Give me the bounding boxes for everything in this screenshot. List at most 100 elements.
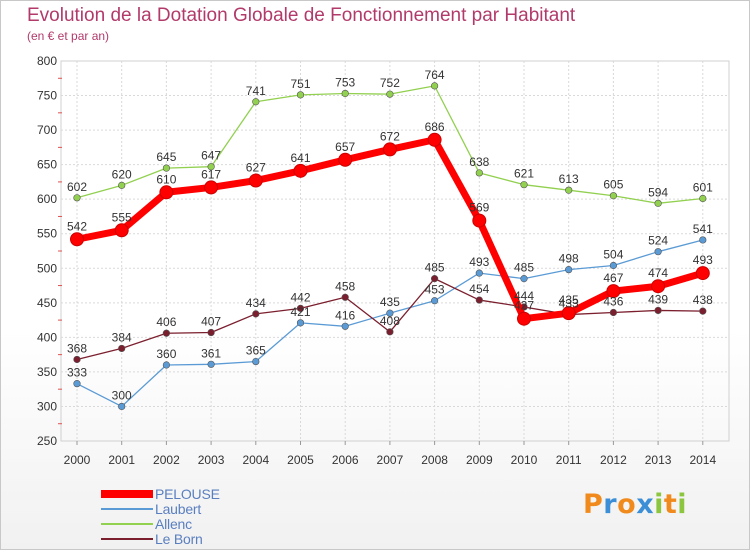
data-label-laubert: 435 (380, 295, 400, 309)
data-label-laubert: 453 (425, 283, 445, 297)
data-label-allenc: 753 (335, 75, 355, 89)
data-point-le-born (475, 296, 483, 304)
data-point-pelouse (382, 142, 397, 157)
data-point-laubert (207, 360, 215, 368)
data-point-laubert (475, 269, 483, 277)
data-point-pelouse (651, 279, 666, 294)
data-point-laubert (699, 236, 707, 244)
data-label-pelouse: 555 (112, 210, 132, 224)
data-label-pelouse: 474 (648, 266, 668, 280)
data-point-laubert (520, 275, 528, 283)
data-label-pelouse: 542 (67, 219, 87, 233)
logo-letter: P (583, 489, 604, 520)
data-point-le-born (207, 328, 215, 337)
data-label-allenc: 620 (112, 167, 132, 181)
data-label-allenc: 741 (246, 84, 266, 98)
data-point-pelouse (472, 213, 487, 228)
series-pelouse (70, 132, 710, 326)
y-tick-label: 400 (37, 330, 57, 344)
y-tick-label: 450 (37, 296, 57, 310)
data-point-allenc (565, 186, 573, 194)
data-label-le-born: 384 (112, 330, 132, 344)
data-label-allenc: 621 (514, 167, 534, 181)
data-point-laubert (341, 322, 349, 330)
data-label-laubert: 360 (156, 347, 176, 361)
data-label-pelouse: 569 (469, 201, 489, 215)
y-tick-label: 500 (37, 261, 57, 275)
x-tick-label: 2008 (421, 453, 448, 467)
data-label-le-born: 444 (514, 289, 534, 303)
data-point-pelouse (70, 232, 84, 247)
x-tick-label: 2012 (600, 453, 627, 467)
data-label-pelouse: 427 (514, 299, 534, 313)
x-tick-label: 2006 (332, 453, 359, 467)
data-label-le-born: 439 (648, 292, 668, 306)
data-point-allenc (699, 194, 707, 203)
series-laubert (73, 236, 707, 411)
logo-letter: o (617, 489, 637, 520)
data-point-laubert (252, 357, 260, 366)
data-point-pelouse (338, 152, 353, 167)
data-label-allenc: 647 (201, 149, 221, 163)
proxiti-logo: Proxiti (583, 489, 687, 520)
data-label-pelouse: 627 (246, 161, 266, 175)
data-label-allenc: 594 (648, 185, 668, 199)
data-label-allenc: 764 (425, 68, 445, 82)
y-tick-label: 800 (37, 54, 57, 68)
data-label-allenc: 645 (156, 150, 176, 164)
data-point-allenc (431, 82, 439, 90)
x-tick-label: 2014 (689, 453, 716, 467)
data-point-le-born (341, 293, 349, 301)
data-label-pelouse: 686 (425, 120, 445, 134)
data-point-laubert (565, 266, 573, 274)
data-label-pelouse: 435 (559, 293, 579, 307)
data-point-le-born (162, 329, 170, 337)
data-label-allenc: 638 (469, 155, 489, 169)
data-label-laubert: 333 (67, 366, 87, 380)
y-tick-label: 700 (37, 123, 57, 137)
x-tick-label: 2003 (198, 453, 225, 467)
data-point-allenc (475, 169, 483, 177)
y-tick-label: 300 (37, 399, 57, 413)
data-point-le-born (73, 355, 81, 364)
data-point-laubert (296, 319, 305, 327)
data-point-allenc (73, 194, 81, 202)
x-tick-label: 2013 (645, 453, 672, 467)
x-tick-label: 2000 (64, 453, 91, 467)
data-label-allenc: 605 (603, 178, 623, 192)
data-label-le-born: 368 (67, 341, 87, 355)
y-tick-label: 650 (37, 158, 57, 172)
data-label-laubert: 421 (290, 305, 310, 319)
data-point-le-born (118, 344, 126, 353)
data-point-allenc (296, 91, 305, 99)
data-point-laubert (431, 297, 439, 305)
legend-swatch-laubert (101, 508, 153, 510)
data-label-le-born: 408 (380, 314, 400, 328)
data-label-laubert: 416 (335, 308, 355, 322)
data-label-laubert: 504 (603, 248, 623, 262)
data-point-allenc (207, 163, 215, 171)
legend-swatch-le-born (101, 538, 153, 540)
data-label-allenc: 601 (693, 180, 713, 194)
data-label-le-born: 442 (290, 290, 310, 304)
data-point-pelouse (517, 311, 531, 326)
y-tick-label: 250 (37, 434, 57, 448)
data-label-pelouse: 641 (290, 151, 310, 165)
data-point-pelouse (695, 266, 710, 281)
data-point-laubert (73, 380, 81, 388)
data-label-pelouse: 467 (603, 271, 623, 285)
legend-swatch-pelouse (101, 490, 153, 498)
data-point-pelouse (204, 180, 219, 195)
x-tick-label: 2010 (511, 453, 538, 467)
data-label-le-born: 454 (469, 282, 489, 296)
data-point-pelouse (293, 163, 308, 178)
data-point-pelouse (561, 306, 576, 321)
logo-letter: r (603, 489, 618, 520)
data-point-laubert (386, 309, 394, 317)
data-label-le-born: 433 (559, 297, 579, 311)
data-point-le-born (296, 304, 305, 312)
data-point-pelouse (606, 284, 621, 299)
data-label-pelouse: 493 (693, 253, 713, 267)
data-label-le-born: 434 (246, 296, 266, 310)
series-allenc (73, 82, 707, 207)
